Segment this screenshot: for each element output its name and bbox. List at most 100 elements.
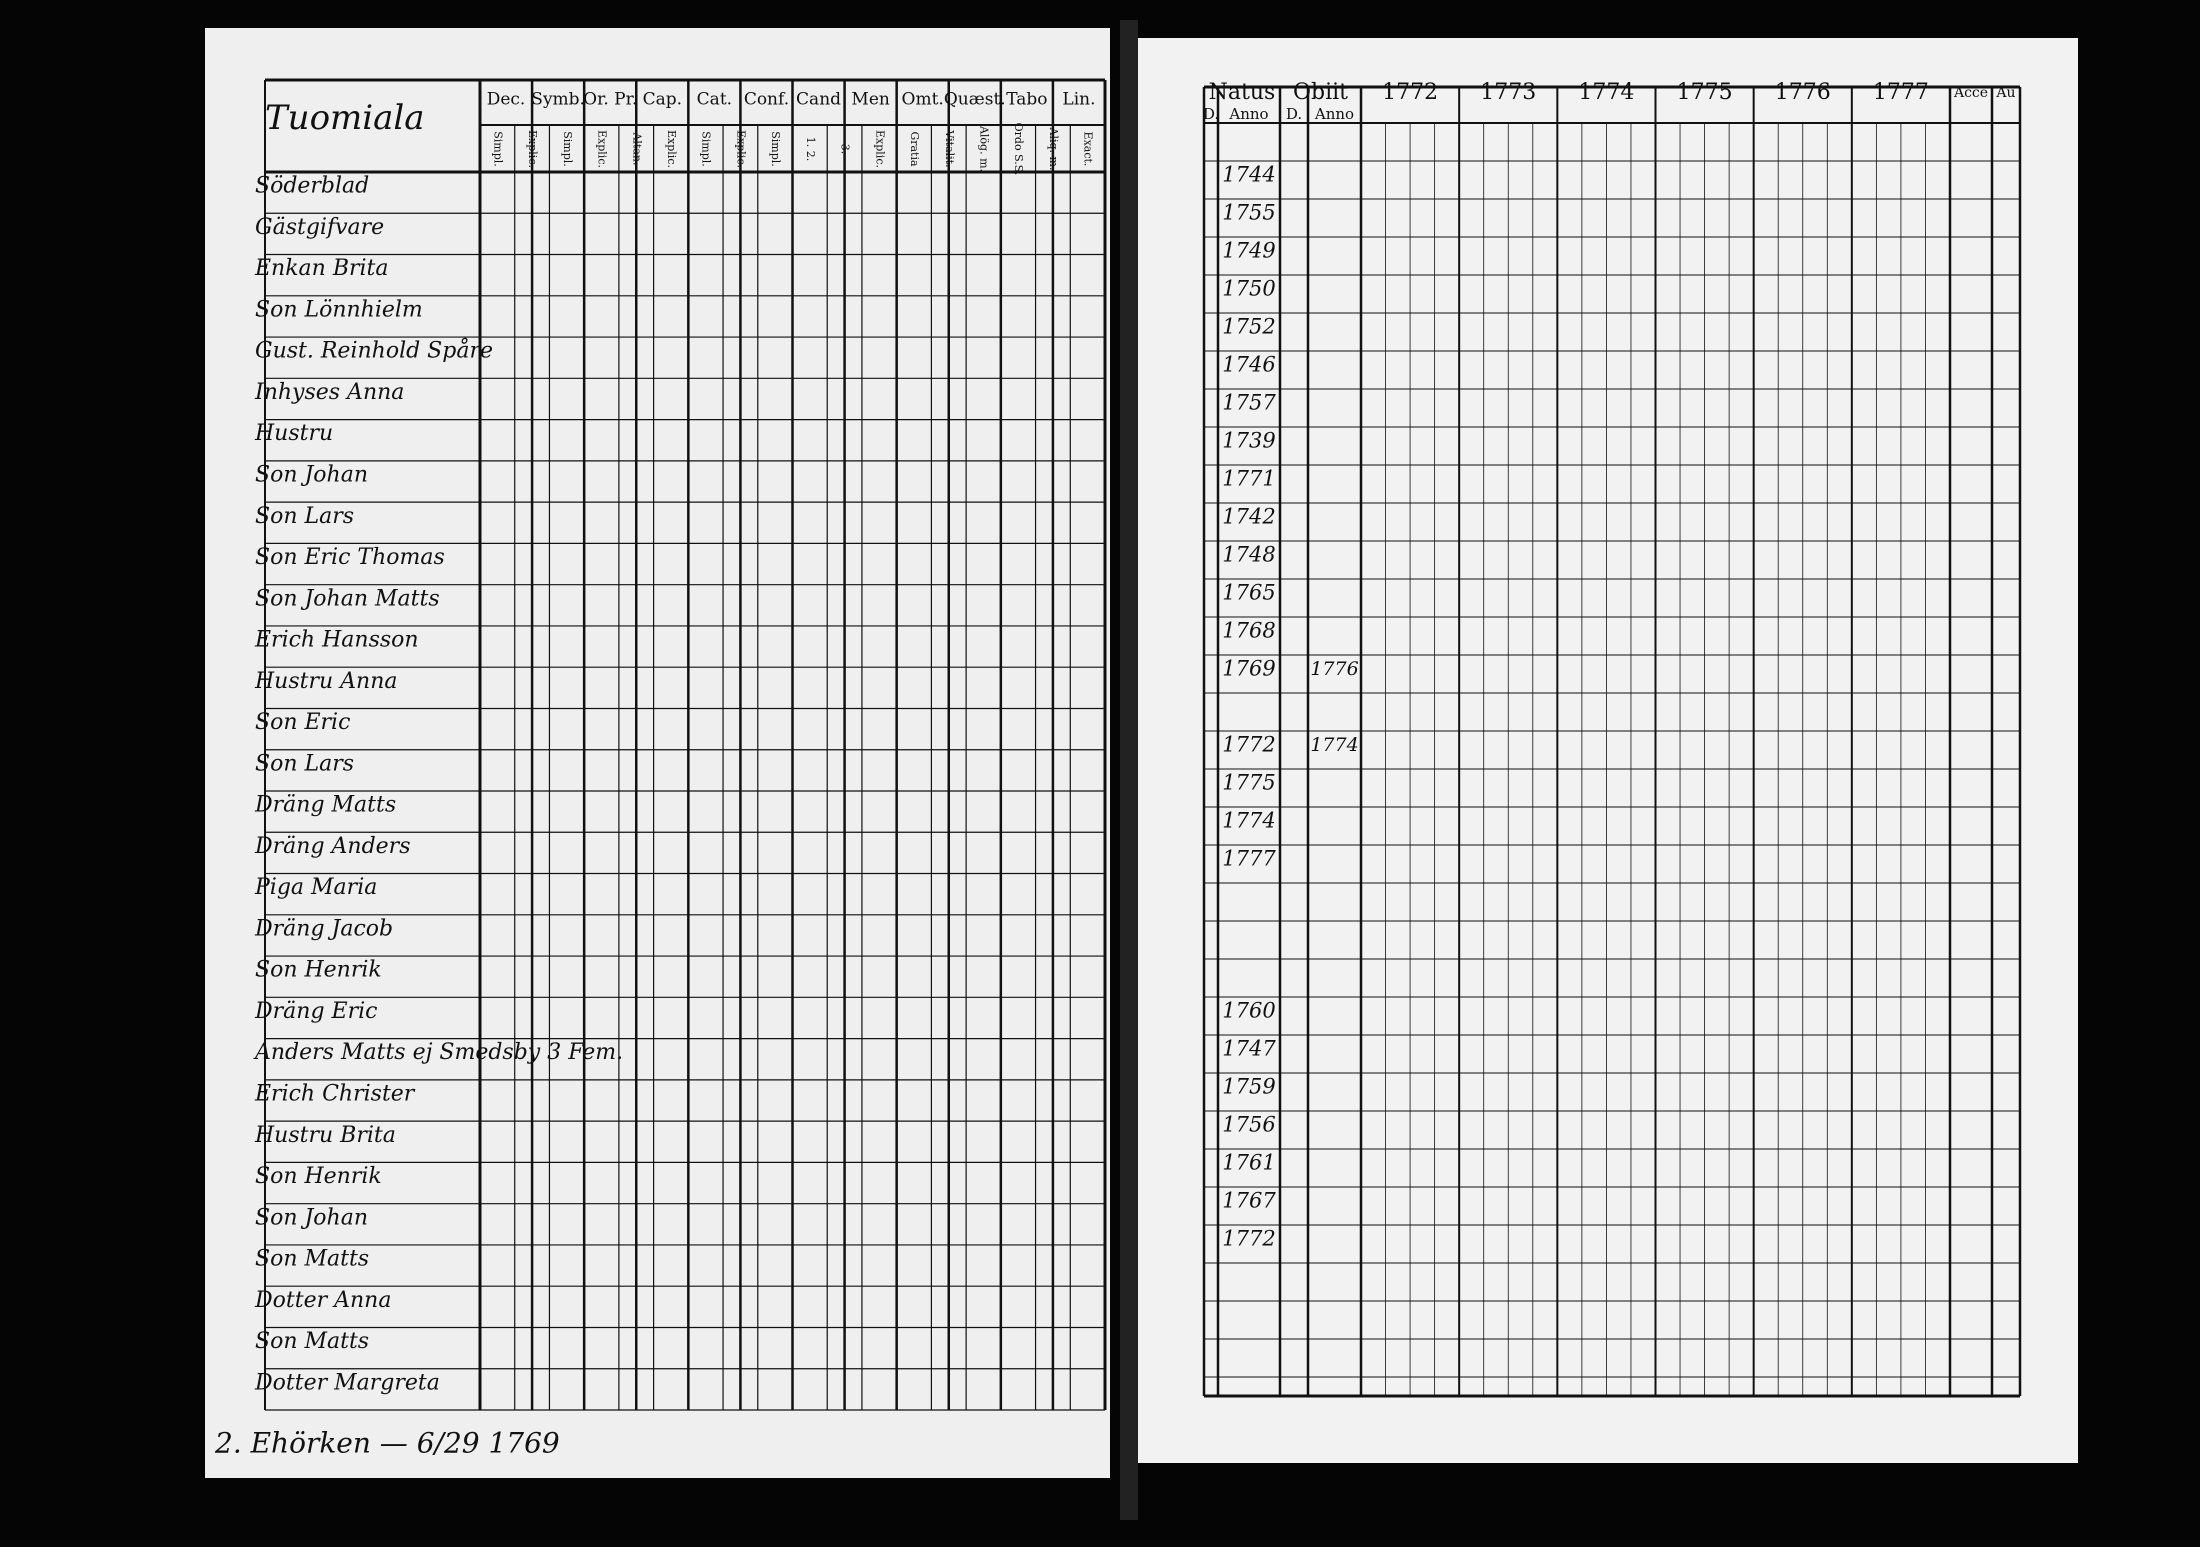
column-subheader: Anno: [1314, 105, 1354, 123]
parish-title: Tuomiala: [265, 98, 425, 138]
person-name: Son Lars: [255, 751, 354, 776]
person-name: Erich Hansson: [254, 628, 419, 653]
birth-year: 1739: [1222, 429, 1275, 453]
birth-year: 1772: [1222, 733, 1275, 757]
person-name: Son Henrik: [255, 958, 382, 983]
person-name: Son Lars: [255, 504, 354, 529]
column-header: Quæst.: [944, 90, 1006, 110]
birth-year: 1772: [1222, 1227, 1275, 1251]
birth-year: 1757: [1222, 391, 1276, 415]
birth-year: 1765: [1222, 581, 1275, 605]
person-name: Hustru Brita: [254, 1123, 396, 1148]
column-header: 1774: [1578, 80, 1634, 105]
column-header: Au: [1995, 85, 2015, 101]
person-name: Dotter Anna: [254, 1288, 391, 1313]
column-header: Cand: [796, 90, 841, 110]
column-subheader: Explic.: [596, 130, 609, 168]
column-subheader: Explic.: [873, 130, 886, 168]
person-name: Dräng Jacob: [254, 916, 393, 941]
column-header: Cat.: [697, 90, 732, 110]
column-header: Dec.: [487, 90, 526, 110]
column-subheader: Simpl.: [700, 131, 713, 167]
person-name: Dräng Anders: [254, 834, 410, 859]
person-name: Dräng Matts: [254, 793, 396, 818]
birth-year: 1742: [1222, 505, 1275, 529]
birth-year: 1747: [1222, 1037, 1276, 1061]
column-header: Cap.: [643, 90, 682, 110]
gutter: [1120, 20, 1138, 1520]
column-header: 1775: [1677, 80, 1733, 105]
person-name: Son Matts: [255, 1247, 369, 1272]
birth-year: 1760: [1222, 999, 1275, 1023]
birth-year: 1775: [1222, 771, 1275, 795]
person-name: Son Matts: [255, 1329, 369, 1354]
person-name: Son Lönnhielm: [255, 297, 423, 322]
person-name: Gästgifvare: [255, 215, 384, 240]
column-header: Omt.: [902, 90, 944, 110]
column-subheader: Explic.: [665, 130, 678, 168]
birth-year: 1750: [1222, 277, 1275, 301]
column-subheader: Vitalit.: [943, 129, 956, 167]
person-name: Son Johan: [255, 463, 368, 488]
column-header: Symb.: [531, 90, 585, 110]
column-subheader: 1. 2.: [804, 137, 817, 162]
column-header: Acce: [1953, 85, 1988, 101]
birth-year: 1767: [1222, 1189, 1276, 1213]
birth-year: 1761: [1222, 1151, 1275, 1175]
person-name: Dotter Margreta: [254, 1370, 440, 1395]
column-header: 1777: [1873, 80, 1929, 105]
birth-year: 1769: [1222, 657, 1275, 681]
birth-year: 1744: [1222, 163, 1275, 187]
column-subheader: Alög. m.: [977, 125, 990, 172]
person-name: Hustru: [254, 421, 333, 446]
birth-year: 1752: [1222, 315, 1275, 339]
column-subheader: D.: [1203, 105, 1219, 123]
person-name: Son Johan: [255, 1205, 368, 1230]
footer-note: 2. Ehörken — 6/29 1769: [214, 1427, 560, 1460]
birth-year: 1768: [1222, 619, 1275, 643]
column-subheader: Simpl.: [491, 131, 504, 167]
person-name: Son Henrik: [255, 1164, 382, 1189]
column-header: Natus: [1209, 80, 1276, 105]
column-subheader: Simpl.: [561, 131, 574, 167]
birth-year: 1748: [1222, 543, 1275, 567]
person-name: Dräng Eric: [254, 999, 377, 1024]
left-page: [205, 28, 1110, 1478]
birth-year: 1756: [1222, 1113, 1275, 1137]
person-name: Son Johan Matts: [255, 586, 440, 611]
column-header: 1772: [1382, 80, 1438, 105]
column-subheader: D.: [1286, 105, 1302, 123]
column-subheader: 3.: [839, 144, 852, 155]
column-subheader: Explic.: [526, 130, 539, 168]
person-name: Son Eric: [255, 710, 350, 735]
person-name: Erich Christer: [254, 1082, 416, 1107]
birth-year: 1771: [1222, 467, 1275, 491]
person-name: Inhyses Anna: [254, 380, 404, 405]
birth-year: 1759: [1222, 1075, 1275, 1099]
person-name: Gust. Reinhold Spåre: [255, 337, 493, 364]
column-header: Men: [851, 90, 889, 110]
death-year: 1774: [1310, 734, 1358, 756]
column-header: Conf.: [744, 90, 789, 110]
column-subheader: Exact.: [1082, 132, 1095, 167]
person-name: Söderblad: [255, 174, 369, 199]
person-name: Son Eric Thomas: [255, 545, 445, 570]
column-subheader: Gratia: [908, 131, 921, 167]
birth-year: 1746: [1222, 353, 1275, 377]
birth-year: 1755: [1222, 201, 1275, 225]
person-name: Piga Maria: [254, 875, 377, 900]
birth-year: 1774: [1222, 809, 1275, 833]
person-name: Hustru Anna: [254, 669, 398, 694]
birth-year: 1749: [1222, 239, 1275, 263]
birth-year: 1777: [1222, 847, 1276, 871]
person-name: Anders Matts ej Smedsby 3 Fem.: [253, 1040, 623, 1065]
death-year: 1776: [1310, 658, 1358, 680]
column-subheader: Simpl.: [769, 131, 782, 167]
column-subheader: Explic.: [734, 130, 747, 168]
column-header: Lin.: [1062, 90, 1095, 110]
column-subheader: Aliq. m.: [1047, 127, 1060, 171]
column-header: Or. Pr.: [583, 90, 637, 110]
column-subheader: Anno: [1228, 105, 1268, 123]
